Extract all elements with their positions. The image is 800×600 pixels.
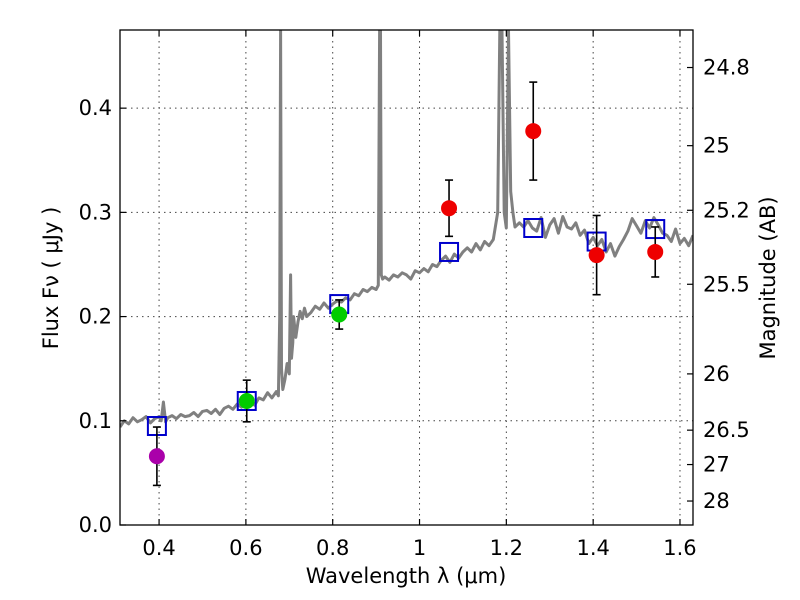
observed-point: [148, 448, 165, 465]
y2-axis-label: Magnitude (AB): [756, 196, 780, 359]
y-tick-label: 0.0: [79, 513, 112, 537]
y2-tick-label: 25: [703, 134, 730, 158]
y2-tick-label: 27: [703, 453, 730, 477]
observed-point: [441, 200, 458, 217]
observed-point: [238, 392, 255, 409]
y-tick-label: 0.1: [79, 409, 112, 433]
x-tick-label: 1.2: [490, 536, 523, 560]
y-axis-label: Flux Fν ( μJy ): [39, 207, 63, 350]
y2-tick-label: 28: [703, 489, 730, 513]
x-tick-label: 1: [413, 536, 426, 560]
x-tick-label: 1.6: [663, 536, 696, 560]
grid: [120, 30, 693, 525]
x-tick-label: 0.6: [229, 536, 262, 560]
observed-point: [588, 247, 605, 264]
y-tick-label: 0.2: [79, 305, 112, 329]
y2-tick-label: 26: [703, 362, 730, 386]
x-axis-label: Wavelength λ (μm): [306, 564, 507, 588]
y2-tick-label: 26.5: [703, 418, 750, 442]
observed-point: [331, 306, 348, 323]
y-tick-label: 0.3: [79, 200, 112, 224]
y2-tick-label: 24.8: [703, 56, 750, 80]
y2-tick-label: 25.2: [703, 198, 750, 222]
x-tick-label: 0.4: [142, 536, 175, 560]
x-tick-label: 1.4: [576, 536, 609, 560]
y-tick-label: 0.4: [79, 96, 112, 120]
y2-tick-label: 25.5: [703, 272, 750, 296]
spectrum-series: [120, 30, 693, 428]
spectrum-line: [120, 30, 693, 428]
plot-frame: [119, 29, 694, 526]
observed-point: [525, 123, 542, 140]
data-points: [146, 81, 666, 487]
x-tick-label: 0.8: [316, 536, 349, 560]
axes-ticks: 0.4 0.6 0.8 1 1.2 1.4 1.6 0.0 0.1 0.2 0.3 0.4 24.8 25…: [79, 30, 750, 560]
model-flux-square: [523, 218, 544, 238]
model-flux-square: [439, 241, 460, 262]
observed-point: [647, 243, 664, 260]
